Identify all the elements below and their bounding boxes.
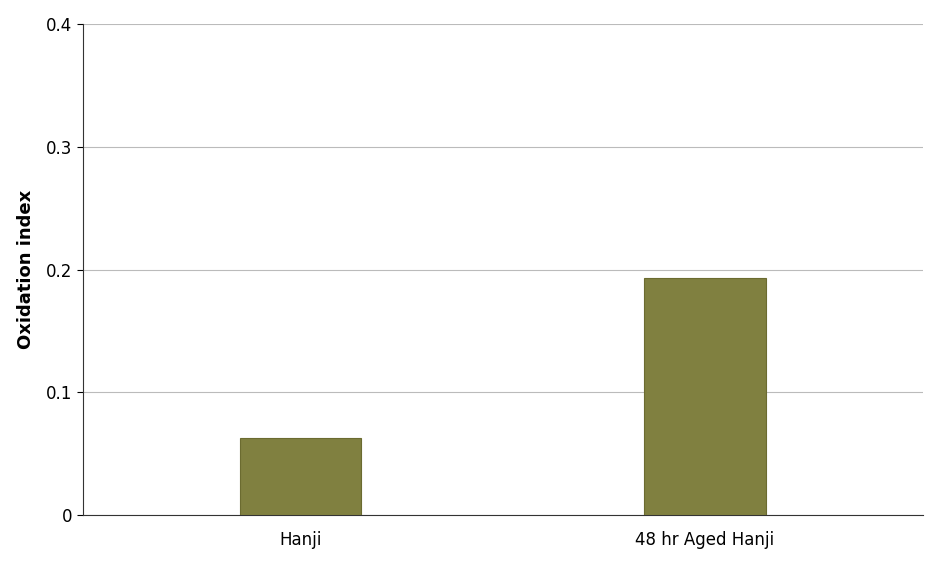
Bar [645, 278, 766, 516]
Y-axis label: Oxidation index: Oxidation index [17, 190, 35, 349]
Bar [241, 438, 362, 516]
